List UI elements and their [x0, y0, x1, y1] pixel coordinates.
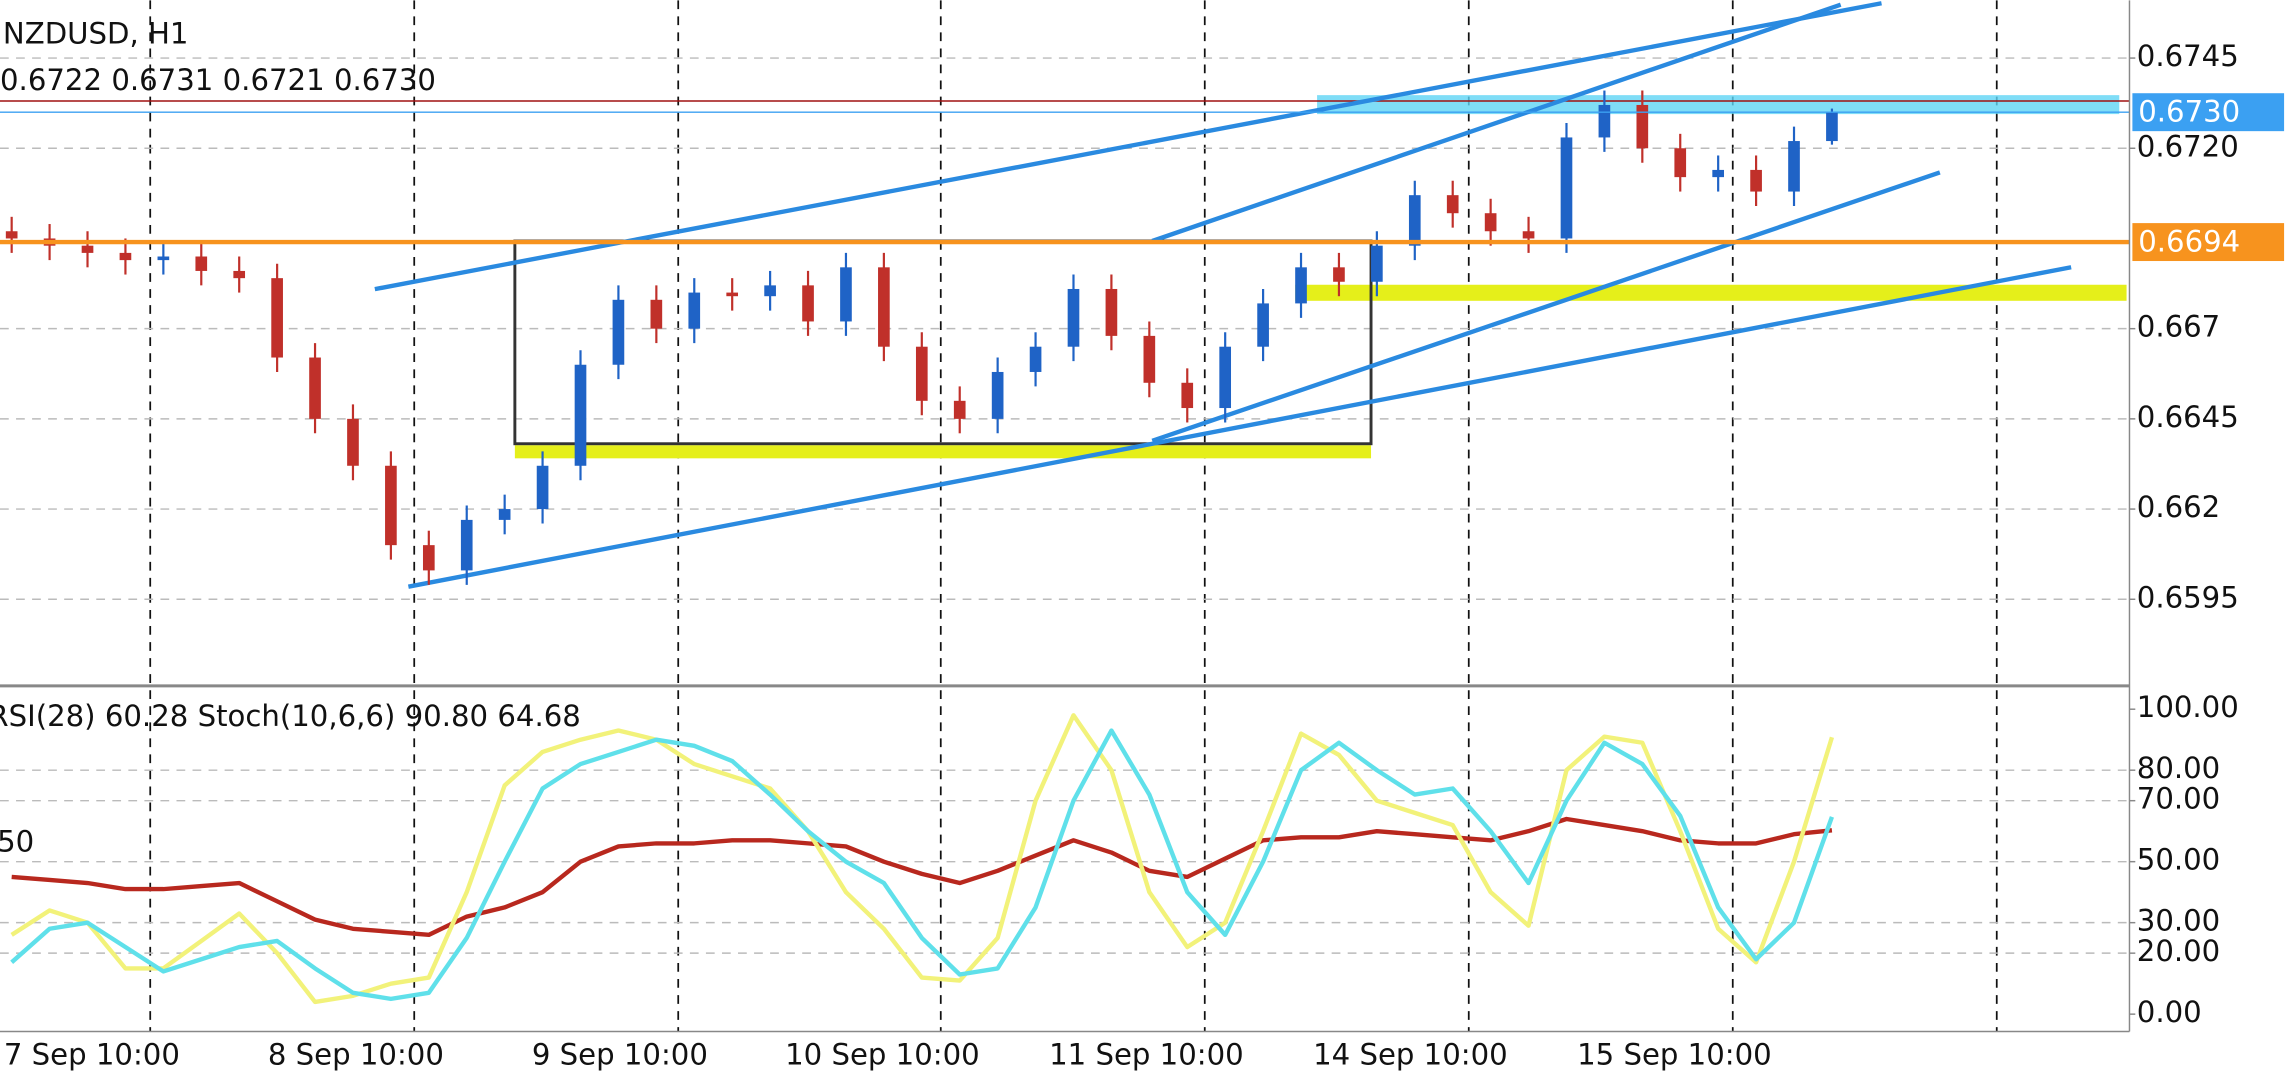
candle-body [802, 285, 814, 322]
support-zone [514, 445, 1372, 459]
y-tick-label: 20.00 [2137, 934, 2220, 968]
candle-body [1788, 141, 1800, 192]
candle-body [688, 292, 701, 329]
candle-body [1333, 267, 1345, 282]
y-tick-label: 70.00 [2137, 782, 2220, 816]
y-tick-label: 0.00 [2137, 995, 2202, 1029]
candle-body [119, 252, 132, 261]
x-tick-label: 11 Sep 10:00 [1049, 1037, 1244, 1071]
candle-body [1484, 213, 1497, 232]
y-tick-label: 80.00 [2137, 751, 2220, 785]
y-tick-label: 100.00 [2137, 690, 2239, 724]
candle-body [1067, 288, 1080, 347]
candle-body [574, 364, 587, 466]
candle-body [271, 278, 283, 358]
y-tick-label: 0.667 [2137, 310, 2220, 344]
candle-body [650, 299, 663, 329]
candle-body [1029, 346, 1042, 372]
candle-body [1522, 231, 1535, 239]
price-tag-label: 0.6694 [2138, 225, 2240, 259]
y-tick-label: 0.662 [2137, 490, 2220, 524]
y-tick-label: 0.6595 [2137, 580, 2239, 614]
candle-body [612, 299, 625, 365]
y-tick-label: 30.00 [2137, 904, 2220, 938]
candle-body [1105, 288, 1118, 336]
candle-body [1181, 382, 1194, 409]
candle-body [1219, 346, 1232, 409]
candle-body [422, 545, 435, 571]
candle-body [1295, 267, 1307, 304]
price-tag-label: 0.6730 [2138, 95, 2240, 129]
candle-body [764, 285, 776, 297]
candle-body [536, 465, 549, 510]
marks [0, 90, 2130, 1005]
candle-body [840, 267, 852, 322]
x-tick-label: 7 Sep 10:00 [4, 1037, 180, 1071]
candle-body [1371, 245, 1383, 282]
candle-body [1750, 169, 1762, 192]
resistance-zone [1317, 95, 2120, 115]
ohlc-label: 0.6722 0.6731 0.6721 0.6730 [0, 63, 436, 97]
close-label: 0.6730 [334, 63, 436, 97]
trend-line [1151, 170, 1941, 443]
level-label: 50 [0, 824, 34, 858]
x-tick-label: 15 Sep 10:00 [1577, 1037, 1772, 1071]
candle-body [460, 519, 473, 571]
x-tick-label: 14 Sep 10:00 [1313, 1037, 1508, 1071]
candle-body [1143, 335, 1156, 383]
indicator-line [10, 713, 1835, 1005]
candle-body [1712, 169, 1725, 178]
candle-body [1636, 104, 1649, 149]
candle-body [81, 245, 94, 253]
y-tick-label: 0.6720 [2137, 129, 2239, 163]
candle-body [195, 256, 208, 271]
candle-body [1826, 112, 1838, 142]
high-label: 0.6731 [111, 63, 213, 97]
candle-body [1598, 104, 1611, 138]
candle-body [347, 418, 359, 466]
open-label: 0.6722 [0, 63, 102, 97]
indicator-line [10, 728, 1834, 1002]
y-tick-label: 0.6745 [2137, 39, 2239, 73]
candle-body [878, 267, 890, 347]
candle-body [1560, 137, 1573, 239]
candle-body [726, 292, 739, 297]
candle-body [157, 256, 170, 261]
trend-line [1151, 2, 1842, 244]
candle-body [991, 371, 1004, 419]
candle-body [233, 270, 246, 279]
low-label: 0.6721 [223, 63, 325, 97]
x-tick-label: 8 Sep 10:00 [268, 1037, 444, 1071]
chart-title: NZDUSD, H1 [3, 16, 189, 50]
candle-body [1408, 195, 1421, 246]
x-tick-label: 9 Sep 10:00 [532, 1037, 708, 1071]
trend-line [407, 265, 2072, 589]
candle-body [498, 509, 511, 520]
y-tick-label: 0.6645 [2137, 400, 2239, 434]
indicator-line [11, 816, 1833, 938]
candle-body [953, 400, 966, 419]
candle-body [1446, 195, 1459, 214]
candle-body [385, 465, 397, 546]
candle-body [309, 357, 321, 419]
candle-body [1257, 303, 1269, 347]
y-tick-label: 50.00 [2137, 843, 2220, 877]
candle-body [5, 231, 18, 239]
candle-body [915, 346, 928, 401]
x-tick-label: 10 Sep 10:00 [785, 1037, 980, 1071]
price-tag [2132, 223, 2285, 262]
indicator-label: RSI(28) 60.28 Stoch(10,6,6) 90.80 64.68 [0, 699, 581, 733]
support-zone [1295, 284, 2127, 301]
grid [0, 0, 2130, 1032]
price-tag [2132, 93, 2285, 132]
candle-body [1674, 148, 1687, 178]
